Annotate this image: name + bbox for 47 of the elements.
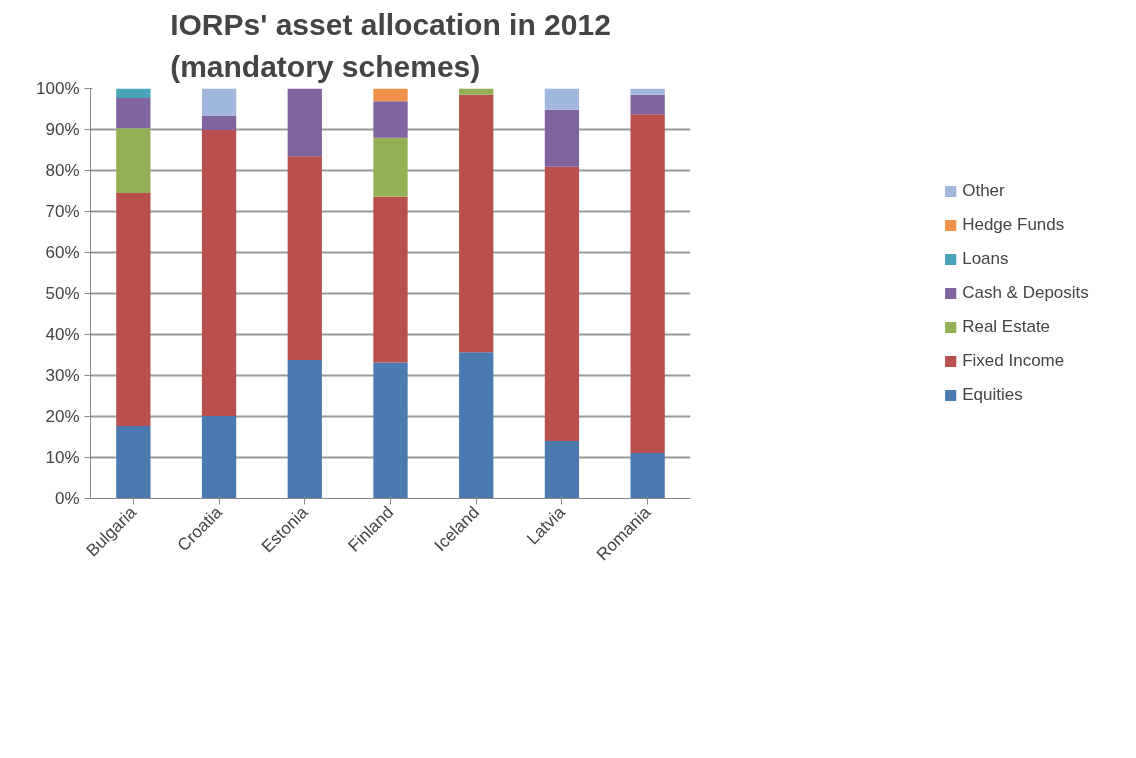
bar	[201, 88, 237, 116]
bar	[116, 97, 151, 129]
legend-label: Loans	[962, 249, 1009, 269]
y-tick-label: 100%	[36, 79, 80, 98]
bar	[287, 359, 322, 499]
legend-label: Cash & Deposits	[962, 283, 1089, 303]
bar	[287, 88, 322, 157]
bar	[373, 101, 408, 138]
bar	[201, 416, 237, 499]
bar	[459, 88, 494, 95]
bar	[373, 88, 408, 102]
chart-title: IORPs' asset allocation in 2012 (mandatory schemes)	[170, 7, 611, 84]
bar	[630, 452, 665, 499]
bar	[373, 362, 408, 499]
legend-label: Other	[962, 181, 1005, 201]
y-tick-label: 0%	[54, 489, 80, 508]
legend-label: Real Estate	[962, 317, 1051, 337]
bar	[459, 94, 494, 353]
bar	[201, 129, 237, 417]
bar	[544, 166, 580, 442]
y-tick-label: 90%	[45, 120, 80, 139]
y-tick-label: 20%	[45, 407, 80, 426]
y-tick-label: 70%	[45, 202, 80, 221]
y-tick-label: 40%	[45, 325, 80, 344]
bar	[116, 193, 151, 426]
y-tick-label: 50%	[45, 284, 80, 303]
bar	[373, 137, 408, 197]
bar	[116, 425, 151, 499]
bar	[373, 196, 408, 363]
bar	[116, 128, 151, 194]
y-tick-label: 60%	[45, 243, 80, 262]
legend-label: Equities	[962, 385, 1023, 405]
bar	[630, 94, 665, 115]
bar	[287, 156, 322, 360]
legend-label: Hedge Funds	[962, 215, 1065, 235]
legend-label: Fixed Income	[962, 351, 1065, 371]
bar	[459, 352, 494, 499]
bar	[630, 114, 665, 453]
bar	[116, 88, 151, 98]
bar	[544, 109, 580, 167]
bar	[544, 441, 580, 499]
bar	[544, 88, 580, 110]
y-tick-label: 80%	[45, 161, 80, 180]
bar	[630, 88, 665, 95]
y-tick-label: 10%	[45, 448, 80, 467]
y-tick-label: 30%	[45, 366, 80, 385]
bar	[201, 115, 237, 130]
